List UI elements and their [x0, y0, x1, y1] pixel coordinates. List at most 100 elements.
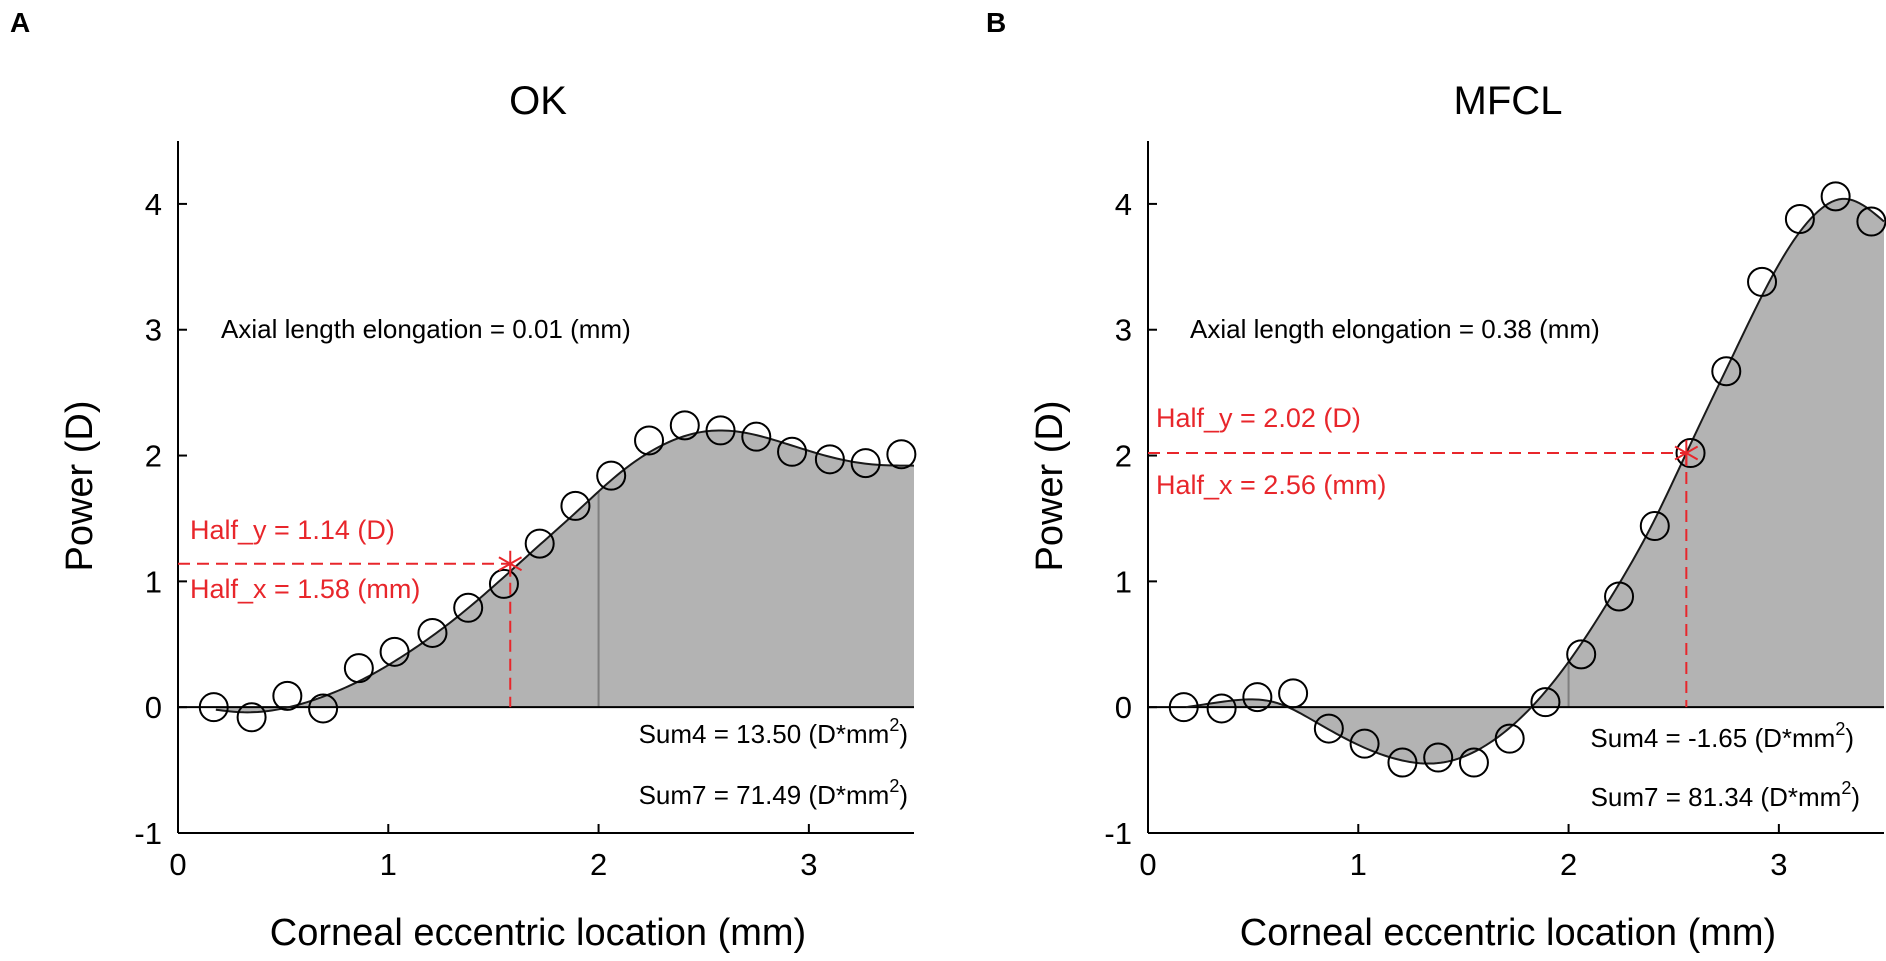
y-tick-label-a: 2 [145, 439, 162, 474]
sum7-superscript-a: 2 [889, 776, 899, 796]
y-tick-label-b: 2 [1115, 439, 1132, 474]
data-point-a [777, 436, 808, 467]
data-point-a [417, 617, 448, 648]
x-tick-label-a: 3 [800, 847, 817, 882]
elongation-note-b: Axial length elongation = 0.38 (mm) [1190, 314, 1600, 344]
data-point-b [1675, 438, 1706, 469]
y-axis-label-a: Power (D) [59, 400, 101, 571]
x-tick-label-b: 0 [1139, 847, 1156, 882]
y-tick-label-a: 3 [145, 313, 162, 348]
panel-letter-a: A [10, 7, 30, 38]
data-point-a [886, 439, 917, 470]
sum7-label-a: Sum7 = 71.49 (D*mm2) [639, 776, 908, 810]
sum7-close-b: ) [1851, 782, 1860, 812]
data-point-b [1494, 723, 1525, 754]
half-x-label-b: Half_x = 2.56 (mm) [1156, 470, 1386, 500]
half-point-star-b [1674, 440, 1699, 467]
half-y-label-a: Half_y = 1.14 (D) [190, 515, 395, 545]
data-point-a [488, 568, 519, 599]
data-point-b [1423, 742, 1454, 773]
y-axis-label-b: Power (D) [1029, 400, 1071, 571]
x-tick-label-a: 0 [169, 847, 186, 882]
x-axis-label-a: Corneal eccentric location (mm) [270, 912, 806, 954]
data-point-b [1242, 682, 1273, 713]
shaded-area-b [1185, 198, 1884, 764]
data-point-a [379, 636, 410, 667]
x-tick-label-b: 2 [1560, 847, 1577, 882]
data-point-a [272, 680, 303, 711]
x-axis-label-b: Corneal eccentric location (mm) [1240, 912, 1776, 954]
data-point-b [1349, 728, 1380, 759]
sum7-close-a: ) [899, 780, 908, 810]
half-x-label-a: Half_x = 1.58 (mm) [190, 574, 420, 604]
chart-title-mfcl: MFCL [1454, 79, 1563, 123]
data-point-a [814, 444, 845, 475]
data-point-b [1278, 678, 1309, 709]
sum7-label-b: Sum7 = 81.34 (D*mm2) [1591, 778, 1860, 812]
y-tick-label-b: 1 [1115, 564, 1132, 599]
data-point-b [1639, 511, 1670, 542]
y-tick-label-a: 4 [145, 187, 162, 222]
data-point-a [453, 592, 484, 623]
data-point-b [1387, 747, 1418, 778]
y-tick-label-b: -1 [1104, 816, 1132, 851]
sum4-label-a: Sum4 = 13.50 (D*mm2) [639, 715, 908, 749]
panel-letter-b: B [986, 7, 1006, 38]
x-tick-label-a: 1 [380, 847, 397, 882]
star-stroke-b [1674, 445, 1699, 461]
y-tick-label-b: 3 [1115, 313, 1132, 348]
fit-curve-b [1185, 197, 1885, 765]
y-tick-label-b: 0 [1115, 690, 1132, 725]
half-y-label-b: Half_y = 2.02 (D) [1156, 403, 1361, 433]
shaded-area-a [215, 430, 915, 713]
data-point-b [1206, 693, 1237, 724]
data-point-b [1604, 581, 1635, 612]
data-point-a [560, 490, 591, 521]
sum7-superscript-b: 2 [1841, 778, 1851, 798]
half-point-star-a [498, 550, 523, 577]
x-tick-label-b: 1 [1350, 847, 1367, 882]
data-point-a [524, 528, 555, 559]
data-point-a [343, 653, 374, 684]
data-point-b [1168, 692, 1199, 723]
data-point-a [705, 415, 736, 446]
data-point-a [669, 410, 700, 441]
y-tick-label-b: 4 [1115, 187, 1132, 222]
data-point-b [1711, 356, 1742, 387]
data-point-a [236, 702, 267, 733]
data-point-b [1784, 204, 1815, 235]
elongation-note-a: Axial length elongation = 0.01 (mm) [221, 314, 631, 344]
y-tick-label-a: 1 [145, 564, 162, 599]
data-point-a [741, 421, 772, 452]
data-point-b [1313, 713, 1344, 744]
sum4-superscript-b: 2 [1835, 719, 1845, 739]
sum7-text-a: Sum7 = 71.49 (D*mm [639, 780, 890, 810]
data-point-a [634, 425, 665, 456]
y-tick-label-a: 0 [145, 690, 162, 725]
data-point-b [1458, 747, 1489, 778]
data-point-a [198, 692, 229, 723]
data-point-b [1747, 266, 1778, 297]
chart-title-ok: OK [509, 79, 567, 123]
data-point-b [1856, 206, 1886, 237]
sum4-close-b: ) [1845, 723, 1854, 753]
sum4-superscript-a: 2 [889, 715, 899, 735]
data-point-a [596, 460, 627, 491]
fit-curve-a [215, 429, 915, 714]
sum4-label-b: Sum4 = -1.65 (D*mm2) [1590, 719, 1854, 753]
data-point-b [1530, 687, 1561, 718]
y-tick-label-a: -1 [134, 816, 162, 851]
data-point-b [1566, 639, 1597, 670]
data-point-a [850, 448, 881, 479]
sum4-text-a: Sum4 = 13.50 (D*mm [639, 719, 890, 749]
x-tick-label-b: 3 [1770, 847, 1787, 882]
sum7-text-b: Sum7 = 81.34 (D*mm [1591, 782, 1842, 812]
data-point-b [1820, 181, 1851, 212]
data-point-a [308, 693, 339, 724]
x-tick-label-a: 2 [590, 847, 607, 882]
